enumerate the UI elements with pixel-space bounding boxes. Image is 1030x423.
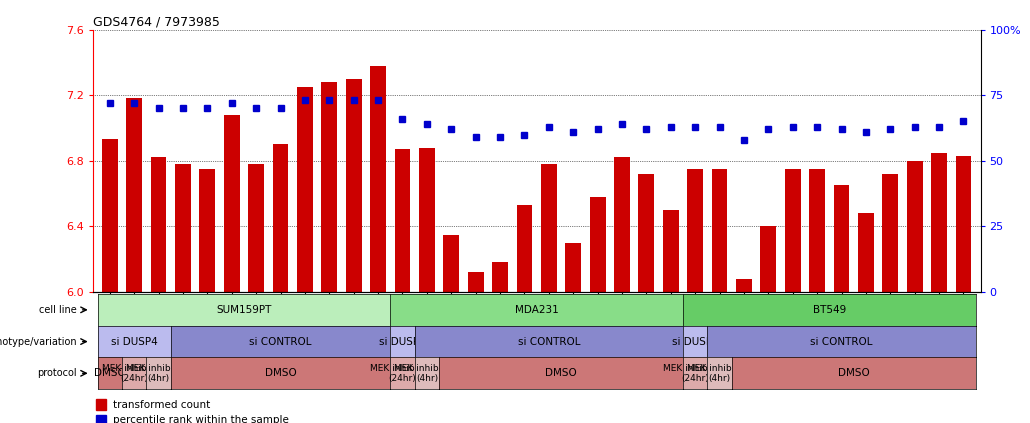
- Text: DMSO: DMSO: [94, 368, 126, 378]
- Text: percentile rank within the sample: percentile rank within the sample: [112, 415, 288, 423]
- Bar: [736, 279, 752, 292]
- Text: MEK inhibition
(4hr): MEK inhibition (4hr): [394, 364, 459, 383]
- Bar: [96, 399, 106, 410]
- Bar: [565, 243, 581, 292]
- Bar: [150, 157, 167, 292]
- Text: MEK inhibition
(24hr): MEK inhibition (24hr): [102, 364, 167, 383]
- Bar: [785, 169, 800, 292]
- Text: MEK inhibition
(4hr): MEK inhibition (4hr): [687, 364, 752, 383]
- Bar: [541, 164, 557, 292]
- Bar: [224, 115, 240, 292]
- Text: cell line: cell line: [39, 305, 77, 315]
- Text: MEK inhibition
(24hr): MEK inhibition (24hr): [370, 364, 435, 383]
- Text: si DUSP4: si DUSP4: [672, 337, 719, 346]
- Bar: [419, 148, 435, 292]
- Bar: [468, 272, 483, 292]
- Text: si CONTROL: si CONTROL: [249, 337, 312, 346]
- Bar: [906, 161, 923, 292]
- Text: DMSO: DMSO: [837, 368, 869, 378]
- Bar: [516, 205, 533, 292]
- Text: SUM159PT: SUM159PT: [216, 305, 272, 315]
- Bar: [443, 234, 459, 292]
- Bar: [956, 156, 971, 292]
- Bar: [321, 82, 337, 292]
- Text: si DUSP4: si DUSP4: [111, 337, 158, 346]
- Bar: [394, 149, 410, 292]
- Text: GDS4764 / 7973985: GDS4764 / 7973985: [93, 16, 219, 28]
- Bar: [810, 169, 825, 292]
- Text: si CONTROL: si CONTROL: [811, 337, 872, 346]
- Text: si DUSP4: si DUSP4: [379, 337, 425, 346]
- Bar: [492, 262, 508, 292]
- Bar: [200, 169, 215, 292]
- Text: BT549: BT549: [813, 305, 846, 315]
- Text: DMSO: DMSO: [265, 368, 297, 378]
- Bar: [687, 169, 703, 292]
- Text: si CONTROL: si CONTROL: [518, 337, 580, 346]
- Text: genotype/variation: genotype/variation: [0, 337, 77, 346]
- Bar: [346, 79, 362, 292]
- Bar: [712, 169, 727, 292]
- Bar: [273, 144, 288, 292]
- Bar: [614, 157, 630, 292]
- Bar: [127, 99, 142, 292]
- Text: protocol: protocol: [37, 368, 77, 378]
- Text: MDA231: MDA231: [515, 305, 558, 315]
- Bar: [883, 174, 898, 292]
- Text: MEK inhibition
(24hr): MEK inhibition (24hr): [662, 364, 727, 383]
- Bar: [639, 174, 654, 292]
- Bar: [663, 210, 679, 292]
- Bar: [297, 87, 313, 292]
- Bar: [96, 415, 106, 423]
- Bar: [858, 213, 873, 292]
- Bar: [931, 153, 947, 292]
- Bar: [833, 185, 850, 292]
- Bar: [175, 164, 191, 292]
- Text: MEK inhibition
(4hr): MEK inhibition (4hr): [127, 364, 191, 383]
- Bar: [102, 140, 117, 292]
- Bar: [590, 197, 606, 292]
- Bar: [760, 226, 777, 292]
- Text: DMSO: DMSO: [545, 368, 577, 378]
- Bar: [370, 66, 386, 292]
- Bar: [248, 164, 264, 292]
- Text: transformed count: transformed count: [112, 400, 210, 409]
